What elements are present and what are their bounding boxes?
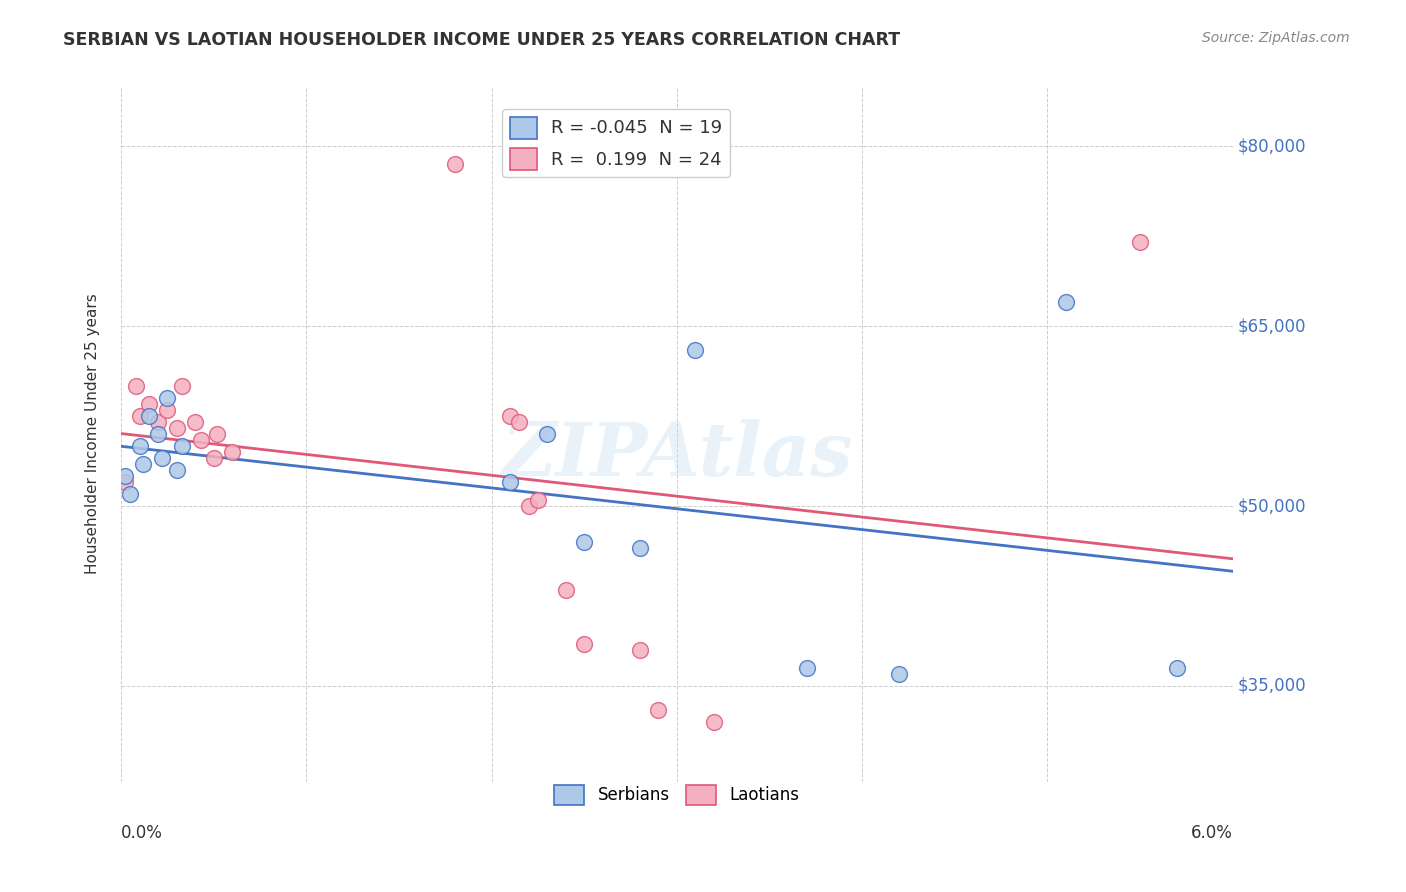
Point (574, 535, 596, 549)
Text: $50,000: $50,000 (1239, 497, 1306, 515)
Point (120, 487, 142, 501)
Point (207, 427, 229, 442)
Point (628, 541, 651, 555)
Point (114, 469, 136, 483)
Point (172, 379, 194, 393)
Point (156, 391, 179, 405)
Text: SERBIAN VS LAOTIAN HOUSEHOLDER INCOME UNDER 25 YEARS CORRELATION CHART: SERBIAN VS LAOTIAN HOUSEHOLDER INCOME UN… (63, 31, 900, 49)
Point (132, 457, 155, 471)
Point (138, 409, 160, 424)
Point (166, 463, 188, 477)
Text: $65,000: $65,000 (1239, 318, 1306, 335)
Text: $35,000: $35,000 (1239, 677, 1306, 695)
Point (148, 415, 170, 429)
Point (114, 475, 136, 489)
Point (1129, 235, 1152, 250)
Point (1166, 661, 1188, 675)
Point (125, 379, 148, 393)
Point (628, 643, 651, 657)
Point (527, 493, 550, 508)
Point (499, 409, 522, 424)
Point (150, 451, 173, 466)
Point (647, 703, 669, 717)
Point (148, 427, 170, 442)
Text: ZIPAtlas: ZIPAtlas (501, 418, 852, 491)
Point (156, 403, 179, 417)
Point (128, 439, 150, 453)
Point (221, 445, 243, 459)
Point (703, 714, 725, 729)
Point (138, 397, 160, 411)
Point (685, 343, 707, 358)
Point (796, 661, 818, 675)
Y-axis label: Householder Income Under 25 years: Householder Income Under 25 years (86, 293, 100, 574)
Point (536, 427, 558, 442)
Point (172, 439, 194, 453)
Legend: Serbians, Laotians: Serbians, Laotians (547, 778, 806, 812)
Text: 0.0%: 0.0% (121, 824, 163, 842)
Text: 6.0%: 6.0% (1191, 824, 1233, 842)
Text: Source: ZipAtlas.com: Source: ZipAtlas.com (1202, 31, 1350, 45)
Text: $80,000: $80,000 (1239, 137, 1306, 155)
Point (166, 421, 188, 435)
Point (574, 637, 596, 651)
Point (508, 415, 530, 429)
Point (887, 667, 910, 681)
Point (499, 475, 522, 489)
Point (190, 433, 212, 447)
Point (517, 499, 540, 513)
Point (128, 409, 150, 424)
Point (1054, 295, 1077, 310)
Point (443, 157, 465, 171)
Point (202, 451, 225, 466)
Point (184, 415, 207, 429)
Point (554, 582, 576, 597)
